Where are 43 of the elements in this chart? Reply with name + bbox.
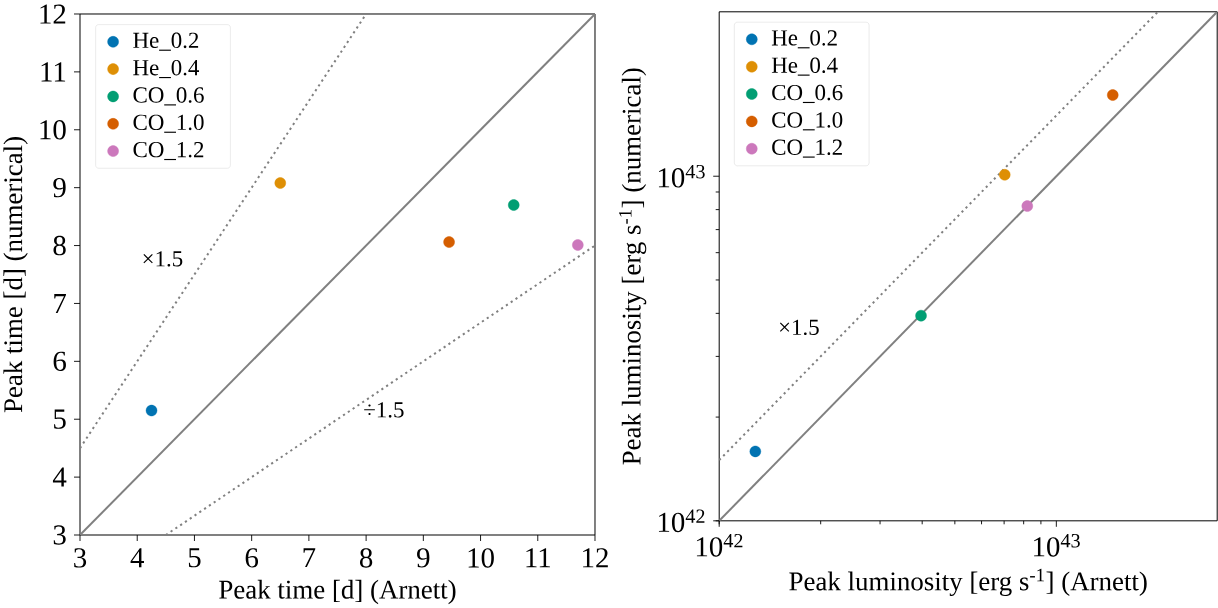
point xyxy=(145,404,158,417)
x-tick-label: 12 xyxy=(583,548,608,568)
y-tick-label: 9 xyxy=(53,177,66,198)
y-tick-label: 5 xyxy=(54,409,66,429)
legend-label: CO_0.6 xyxy=(133,87,204,106)
y-tick-label: 4 xyxy=(52,467,67,487)
y-tick-label: 12 xyxy=(40,4,66,24)
legend-label: He_0.2 xyxy=(771,30,837,49)
legend-label: CO_0.6 xyxy=(772,84,843,104)
y-axis-title: Peak time [d] (numerical) xyxy=(3,137,28,413)
annotation: ×1.5 xyxy=(779,319,819,336)
point xyxy=(572,239,584,251)
x-tick-label: 8 xyxy=(359,548,373,568)
x-tick-label: 10$^{42}$ xyxy=(696,533,743,557)
legend-label: He_0.2 xyxy=(133,32,199,51)
x-tick-label: 11 xyxy=(526,548,550,568)
x-axis-title: Peak time [d] (Arnett) xyxy=(219,579,456,605)
legend-label: CO_1.0 xyxy=(133,114,204,133)
x-tick-label: 5 xyxy=(188,548,201,568)
y-tick-label: 10 xyxy=(40,120,66,140)
y-tick-label: 11 xyxy=(41,62,66,82)
x-tick-label: 3 xyxy=(74,548,87,568)
y-tick-label: 7 xyxy=(54,293,66,313)
legend-label: CO_1.2 xyxy=(772,139,842,158)
point xyxy=(508,199,520,211)
x-tick-label: 9 xyxy=(417,548,430,568)
x-tick-label: 10$^{43}$ xyxy=(1034,533,1080,557)
legend-label: CO_1.0 xyxy=(772,112,843,131)
legend-label: He_0.4 xyxy=(133,59,200,79)
x-tick-label: 7 xyxy=(303,548,316,568)
annotation: ×1.5 xyxy=(143,251,183,267)
point xyxy=(443,236,455,248)
x-tick-label: 10 xyxy=(468,548,494,568)
y-tick-label: 6 xyxy=(53,351,66,372)
annotation: ÷1.5 xyxy=(364,402,404,418)
y-axis-title: Peak luminosity [erg s$^{-1}$] (numerical) xyxy=(619,68,647,465)
x-tick-label: 4 xyxy=(130,548,144,568)
x-tick-label: 6 xyxy=(245,548,259,568)
point xyxy=(274,177,286,189)
legend-label: He_0.4 xyxy=(771,57,838,76)
y-tick-label: 8 xyxy=(53,235,66,256)
legend-label: CO_1.2 xyxy=(133,141,204,161)
x-axis-title: Peak luminosity [erg s$^{-1}$] (Arnett) xyxy=(789,568,1147,597)
